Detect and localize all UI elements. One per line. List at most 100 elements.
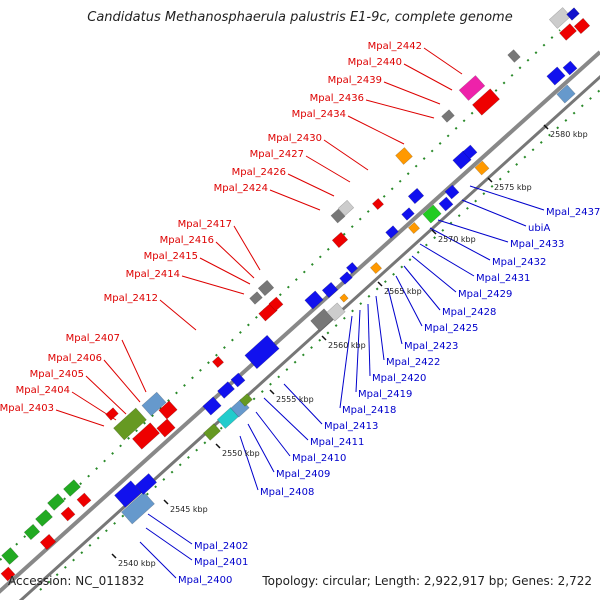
- label-leader: [269, 189, 321, 211]
- kbp-marker: 2580 kbp: [550, 130, 588, 139]
- backbone-line: [0, 50, 600, 594]
- gene-label-forward[interactable]: Mpal_2427: [250, 149, 304, 160]
- kbp-marker: 2575 kbp: [494, 183, 532, 192]
- kbp-tick: [377, 281, 383, 287]
- label-leader: [233, 225, 261, 271]
- gene-label-forward[interactable]: Mpal_2424: [214, 183, 268, 194]
- label-leader: [181, 275, 245, 295]
- gene-feature: [458, 75, 486, 101]
- gene-label-forward[interactable]: Mpal_2415: [144, 251, 198, 262]
- kbp-tick: [215, 443, 221, 449]
- label-leader: [469, 185, 545, 211]
- label-leader: [247, 423, 275, 473]
- gene-label-reverse[interactable]: Mpal_2410: [292, 453, 346, 464]
- gene-label-reverse[interactable]: Mpal_2429: [458, 289, 512, 300]
- kbp-tick: [111, 553, 117, 559]
- label-leader: [147, 513, 193, 545]
- gene-feature: [0, 566, 16, 582]
- gene-label-forward[interactable]: Mpal_2430: [268, 133, 322, 144]
- gene-label-reverse[interactable]: Mpal_2408: [260, 487, 314, 498]
- kbp-marker: 2540 kbp: [118, 559, 156, 568]
- gene-label-forward[interactable]: Mpal_2426: [232, 167, 286, 178]
- label-leader: [85, 375, 127, 415]
- gene-label-forward[interactable]: Mpal_2417: [178, 219, 232, 230]
- gene-feature: [158, 400, 178, 420]
- gene-label-reverse[interactable]: Mpal_2425: [424, 323, 478, 334]
- gene-label-forward[interactable]: Mpal_2414: [126, 269, 180, 280]
- gene-feature: [507, 49, 521, 63]
- gene-feature: [441, 109, 455, 123]
- gene-label-forward[interactable]: Mpal_2439: [328, 75, 382, 86]
- label-leader: [429, 227, 491, 261]
- gene-label-reverse[interactable]: Mpal_2402: [194, 541, 248, 552]
- label-leader: [239, 435, 259, 491]
- kbp-tick: [163, 499, 169, 505]
- gene-feature: [326, 302, 346, 322]
- label-leader: [347, 115, 405, 145]
- label-leader: [145, 527, 193, 561]
- label-leader: [121, 339, 147, 393]
- gene-label-forward[interactable]: Mpal_2436: [310, 93, 364, 104]
- label-leader: [395, 275, 423, 327]
- gene-label-forward[interactable]: Mpal_2416: [160, 235, 214, 246]
- gene-label-reverse[interactable]: Mpal_2437: [546, 207, 600, 218]
- kbp-marker: 2545 kbp: [170, 505, 208, 514]
- gene-feature: [1, 547, 19, 565]
- gene-label-reverse[interactable]: Mpal_2428: [442, 307, 496, 318]
- gene-label-forward[interactable]: Mpal_2442: [368, 41, 422, 52]
- gene-label-forward[interactable]: Mpal_2405: [30, 369, 84, 380]
- gene-feature: [47, 493, 65, 511]
- label-leader: [159, 299, 197, 331]
- gene-feature: [39, 533, 57, 551]
- gene-feature: [105, 407, 119, 421]
- gene-feature: [60, 506, 76, 522]
- gene-label-reverse[interactable]: Mpal_2411: [310, 437, 364, 448]
- gene-feature: [562, 60, 578, 76]
- gene-feature: [23, 523, 41, 541]
- gene-label-reverse[interactable]: Mpal_2420: [372, 373, 426, 384]
- gene-label-reverse[interactable]: ubiA: [528, 223, 550, 234]
- gene-label-forward[interactable]: Mpal_2404: [16, 385, 70, 396]
- gene-feature: [156, 418, 176, 438]
- gene-feature: [35, 509, 53, 527]
- gene-feature: [202, 396, 222, 416]
- gene-label-reverse[interactable]: Mpal_2400: [178, 575, 232, 586]
- gene-feature: [114, 480, 142, 508]
- gene-feature: [444, 184, 460, 200]
- gene-feature: [407, 221, 421, 235]
- map-title: Candidatus Methanosphaerula palustris E1…: [87, 10, 513, 25]
- gene-label-forward[interactable]: Mpal_2407: [66, 333, 120, 344]
- gene-label-reverse[interactable]: Mpal_2423: [404, 341, 458, 352]
- kbp-marker: 2560 kbp: [328, 341, 366, 350]
- gene-feature: [462, 144, 478, 160]
- gene-label-forward[interactable]: Mpal_2434: [292, 109, 346, 120]
- gene-label-reverse[interactable]: Mpal_2413: [324, 421, 378, 432]
- gene-label-reverse[interactable]: Mpal_2401: [194, 557, 248, 568]
- label-leader: [383, 81, 441, 105]
- gene-label-reverse[interactable]: Mpal_2419: [358, 389, 412, 400]
- label-leader: [215, 241, 255, 279]
- gene-feature: [385, 225, 399, 239]
- gene-label-forward[interactable]: Mpal_2403: [0, 403, 54, 414]
- kbp-tick: [487, 177, 493, 183]
- label-leader: [283, 383, 323, 425]
- gene-feature: [217, 381, 235, 399]
- gene-feature: [63, 479, 81, 497]
- gene-label-forward[interactable]: Mpal_2440: [348, 57, 402, 68]
- backbone-line-lower: [18, 75, 600, 600]
- gene-label-reverse[interactable]: Mpal_2422: [386, 357, 440, 368]
- gene-label-forward[interactable]: Mpal_2406: [48, 353, 102, 364]
- gene-label-reverse[interactable]: Mpal_2432: [492, 257, 546, 268]
- gene-label-forward[interactable]: Mpal_2412: [104, 293, 158, 304]
- gene-label-reverse[interactable]: Mpal_2409: [276, 469, 330, 480]
- label-leader: [263, 397, 309, 441]
- gene-label-reverse[interactable]: Mpal_2433: [510, 239, 564, 250]
- gene-label-reverse[interactable]: Mpal_2418: [342, 405, 396, 416]
- label-leader: [423, 47, 463, 75]
- gene-label-reverse[interactable]: Mpal_2431: [476, 273, 530, 284]
- gene-feature: [345, 261, 359, 275]
- accession-text: Accession: NC_011832: [8, 574, 145, 588]
- gene-feature: [407, 187, 425, 205]
- label-leader: [103, 359, 141, 403]
- gene-feature: [76, 492, 92, 508]
